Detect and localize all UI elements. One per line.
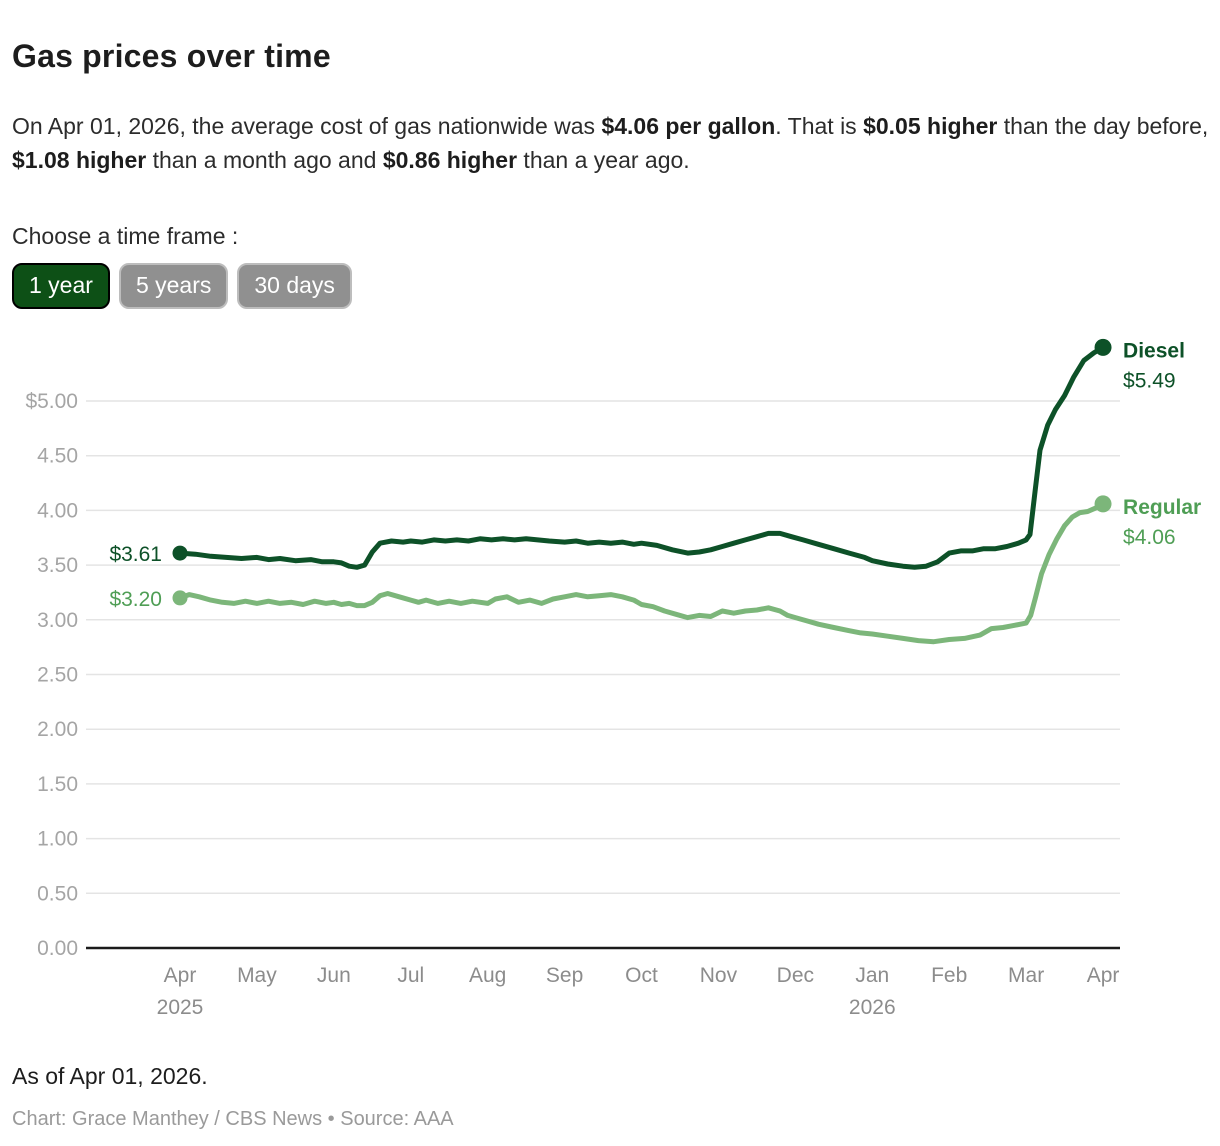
- timeframe-button-1-year[interactable]: 1 year: [12, 263, 110, 309]
- intro-highlight: $0.05 higher: [863, 113, 998, 139]
- regular-series-name-label: Regular: [1123, 496, 1201, 519]
- as-of-date: As of Apr 01, 2026.: [12, 1063, 208, 1089]
- y-tick-label: 4.00: [37, 499, 78, 522]
- x-tick-label: May: [237, 964, 277, 987]
- regular-end-dot: [1094, 495, 1112, 513]
- diesel-end-dot: [1094, 338, 1112, 356]
- y-tick-label: 2.00: [37, 718, 78, 741]
- intro-plain: than the day before,: [997, 113, 1209, 139]
- x-tick-label: Apr: [1087, 964, 1120, 987]
- x-tick-year-label: 2025: [157, 996, 204, 1019]
- x-tick-label: Jul: [397, 964, 424, 987]
- timeframe-button-5-years[interactable]: 5 years: [118, 263, 229, 309]
- x-tick-label: Feb: [931, 964, 967, 987]
- timeframe-button-group: 1 year 5 years 30 days: [12, 263, 352, 309]
- x-tick-label: Dec: [777, 964, 814, 987]
- regular-start-dot: [172, 590, 188, 606]
- x-tick-label: Nov: [700, 964, 738, 987]
- intro-highlight: $1.08 higher: [12, 147, 147, 173]
- intro-plain: than a year ago.: [517, 147, 690, 173]
- y-tick-label: 2.50: [37, 664, 78, 687]
- intro-plain: . That is: [775, 113, 864, 139]
- diesel-series-name-label: Diesel: [1123, 339, 1185, 362]
- page-title: Gas prices over time: [12, 38, 331, 75]
- x-tick-label: Jan: [855, 964, 889, 987]
- y-tick-label: 1.50: [37, 773, 78, 796]
- y-tick-label: 4.50: [37, 445, 78, 468]
- diesel-end-value-label: $5.49: [1123, 369, 1176, 392]
- y-tick-label: 3.50: [37, 554, 78, 577]
- diesel-line: [177, 344, 1106, 570]
- y-tick-label: 0.00: [37, 937, 78, 960]
- regular-start-value-label: $3.20: [109, 588, 162, 611]
- intro-text: On Apr 01, 2026, the average cost of gas…: [12, 109, 1210, 177]
- y-tick-label: 0.50: [37, 882, 78, 905]
- x-tick-label: Aug: [469, 964, 506, 987]
- intro-highlight: $4.06 per gallon: [601, 113, 776, 139]
- y-tick-label: 1.00: [37, 828, 78, 851]
- intro-plain: than a month ago and: [146, 147, 383, 173]
- regular-end-value-label: $4.06: [1123, 526, 1176, 549]
- diesel-start-dot: [172, 545, 188, 561]
- y-tick-label: $5.00: [25, 390, 78, 413]
- x-tick-label: Apr: [164, 964, 197, 987]
- gas-price-chart: $5.00 4.50 4.00 3.50 3.00 2.50 2.00 1.50 1.00 0.5…: [0, 330, 1220, 1032]
- timeframe-button-30-days[interactable]: 30 days: [237, 263, 352, 309]
- x-tick-year-label: 2026: [849, 996, 896, 1019]
- x-tick-label: Oct: [625, 964, 658, 987]
- intro-plain: On Apr 01, 2026, the average cost of gas…: [12, 113, 602, 139]
- diesel-start-value-label: $3.61: [109, 543, 162, 566]
- intro-highlight: $0.86 higher: [382, 147, 518, 173]
- timeframe-label: Choose a time frame :: [12, 223, 239, 249]
- regular-line: [177, 501, 1106, 645]
- chart-credit: Chart: Grace Manthey / CBS News • Source…: [12, 1108, 454, 1130]
- chart-svg: $5.00 4.50 4.00 3.50 3.00 2.50 2.00 1.50 1.00 0.5…: [25, 338, 1201, 1019]
- y-tick-label: 3.00: [37, 609, 78, 632]
- x-tick-label: Jun: [317, 964, 351, 987]
- x-tick-label: Mar: [1008, 964, 1044, 987]
- x-tick-label: Sep: [546, 964, 583, 987]
